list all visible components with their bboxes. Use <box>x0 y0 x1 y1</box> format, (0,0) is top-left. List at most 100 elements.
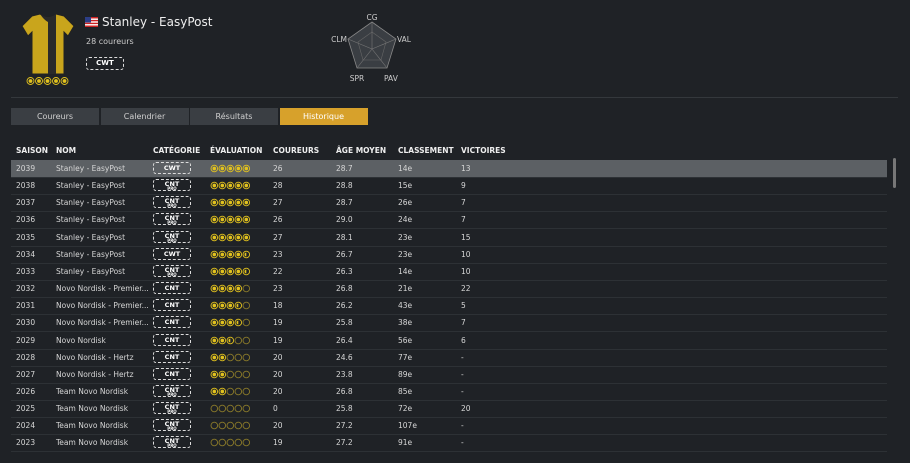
column-header[interactable]: VICTOIRES <box>461 146 506 155</box>
table-row[interactable]: 2031 Novo Nordisk - Premier... 18 26.2 43e 5 C… <box>11 297 887 316</box>
rating-ring <box>26 77 35 85</box>
table-row[interactable]: 2029 Novo Nordisk 19 26.4 56e 6 CNT <box>11 332 887 350</box>
cell: 2028 <box>16 352 36 362</box>
rating-fill <box>228 183 233 188</box>
column-header[interactable]: CATÉGORIE <box>153 146 201 155</box>
category-sub: PRO <box>167 391 177 397</box>
column-header[interactable]: ÂGE MOYEN <box>336 146 387 155</box>
cell: 43e <box>398 301 413 311</box>
cell: 2025 <box>16 404 36 414</box>
rating-ring <box>218 439 227 447</box>
cell: 29.0 <box>336 215 353 225</box>
rating-ring <box>218 199 227 207</box>
cell: 20 <box>461 404 471 414</box>
tab[interactable]: Historique <box>279 108 368 125</box>
rating-fill <box>228 286 233 291</box>
cell: Team Novo Nordisk <box>56 386 129 396</box>
rating-fill <box>212 303 217 308</box>
rating <box>210 301 251 310</box>
rating-ring <box>226 319 235 327</box>
tab[interactable]: Coureurs <box>11 108 99 125</box>
table-row[interactable]: 2032 Novo Nordisk - Premier... 23 26.8 21e 22… <box>11 280 887 299</box>
category-badge: CNT PRO <box>153 213 191 226</box>
cell: Team Novo Nordisk <box>56 404 129 414</box>
cell: - <box>461 369 464 379</box>
rating-fill <box>236 183 241 188</box>
rating-ring <box>210 336 219 344</box>
rating-ring <box>234 439 243 447</box>
cell: 26 <box>273 164 283 173</box>
table-row[interactable]: 2024 Team Novo Nordisk 20 27.2 107e - CNT PRO <box>11 417 887 436</box>
divider <box>11 97 898 98</box>
cell: Team Novo Nordisk <box>56 438 129 448</box>
category-main: CNT <box>164 318 180 327</box>
table-row[interactable]: 2026 Team Novo Nordisk 20 26.8 85e - CNT PRO <box>11 383 887 401</box>
cell: 14e <box>398 164 413 173</box>
table-row[interactable]: 2030 Novo Nordisk - Premier... 19 25.8 38e 7 C… <box>11 314 887 333</box>
rating-ring <box>210 404 219 413</box>
cell: 10 <box>461 249 471 259</box>
rating-ring <box>234 233 243 241</box>
cell: Stanley - EasyPost <box>56 198 126 208</box>
table-row[interactable]: 2025 Team Novo Nordisk 0 25.8 72e 20 CNT PRO <box>11 400 887 419</box>
column-header[interactable]: SAISON <box>16 146 49 155</box>
cell: 2024 <box>16 421 36 431</box>
rating-ring <box>210 353 219 361</box>
table-row[interactable]: 2037 Stanley - EasyPost 27 28.7 26e 7 CNT PRO <box>11 194 887 213</box>
rating <box>210 216 251 224</box>
cell: Novo Nordisk - Premier... <box>56 318 149 328</box>
column-header[interactable]: COUREURS <box>273 146 320 155</box>
rating-icons <box>210 439 251 447</box>
cell: - <box>461 438 464 448</box>
rating-ring <box>242 439 251 447</box>
rating-fill <box>228 269 233 274</box>
column-header[interactable]: ÉVALUATION <box>210 146 263 155</box>
rating-ring <box>234 336 243 344</box>
cell: 2032 <box>16 284 36 294</box>
team-name: Stanley - EasyPost <box>102 15 213 29</box>
table-row[interactable]: 2034 Stanley - EasyPost 23 26.7 23e 10 CWT <box>11 246 887 264</box>
rating-fill <box>228 218 233 222</box>
rating-ring <box>218 233 227 241</box>
cell: 23 <box>273 284 283 294</box>
cell: 2023 <box>16 438 36 448</box>
table-row[interactable]: 2027 Novo Nordisk - Hertz 20 23.8 89e - CNT <box>11 366 887 384</box>
category-badge: CNT <box>153 282 191 295</box>
table-row[interactable]: 2028 Novo Nordisk - Hertz 20 24.6 77e - CNT <box>11 349 887 367</box>
cell: 72e <box>398 404 413 414</box>
cell: 5 <box>461 301 466 311</box>
rating <box>26 77 69 85</box>
rating <box>210 421 251 430</box>
rating-ring <box>210 439 219 447</box>
column-header[interactable]: CLASSEMENT <box>398 146 454 155</box>
table-row[interactable]: 2038 Stanley - EasyPost 28 28.8 15e 9 CNT PRO <box>11 177 887 196</box>
rating-ring <box>226 216 235 224</box>
scrollbar[interactable] <box>893 158 896 188</box>
rating-ring <box>242 233 251 241</box>
category-badge: CNT PRO <box>153 179 191 192</box>
tab[interactable]: Calendrier <box>100 108 189 125</box>
column-header[interactable]: NOM <box>56 146 77 155</box>
rating-fill <box>244 235 249 239</box>
team-jersey <box>21 13 75 75</box>
table-row[interactable]: 2023 Team Novo Nordisk 19 27.2 91e - CNT PRO <box>11 434 887 453</box>
cell: 22 <box>461 284 471 294</box>
rating-icons <box>210 387 251 396</box>
cell: 2026 <box>16 386 36 396</box>
cell: 27 <box>273 198 283 208</box>
rating-icons <box>210 250 251 258</box>
cell: 18 <box>273 301 283 311</box>
table-row[interactable]: 2039 Stanley - EasyPost 26 28.7 14e 13 CWT <box>11 160 887 178</box>
table-row[interactable]: 2033 Stanley - EasyPost 22 26.3 14e 10 CNT PRO <box>11 263 887 281</box>
rating-ring <box>210 421 219 430</box>
cell: 28.1 <box>336 232 353 242</box>
rating-ring <box>210 164 219 173</box>
rating-ring <box>234 353 243 361</box>
category-badge: CNT <box>153 367 191 380</box>
table-row[interactable]: 2035 Stanley - EasyPost 27 28.1 23e 15 CNT PRO <box>11 229 887 247</box>
rating-ring <box>210 319 219 327</box>
table-row[interactable]: 2036 Stanley - EasyPost 26 29.0 24e 7 CNT PRO <box>11 211 887 230</box>
tab[interactable]: Résultats <box>190 108 278 125</box>
rating-fill <box>54 79 58 83</box>
rating-ring <box>226 267 235 276</box>
